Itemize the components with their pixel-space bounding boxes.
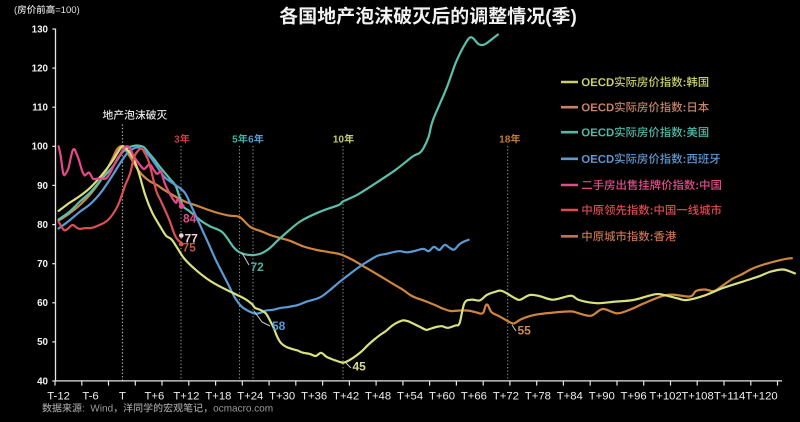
svg-text:77: 77	[185, 231, 199, 245]
svg-text:T+114: T+114	[714, 390, 746, 402]
svg-text:T-6: T-6	[82, 390, 98, 402]
svg-text:T+54: T+54	[397, 390, 423, 402]
svg-text:T+24: T+24	[237, 390, 263, 402]
svg-text:80: 80	[37, 220, 48, 231]
svg-text:120: 120	[32, 63, 49, 74]
svg-text:T+6: T+6	[145, 390, 165, 402]
svg-text:T+12: T+12	[173, 390, 199, 402]
svg-text:T+90: T+90	[589, 390, 615, 402]
svg-text:T+48: T+48	[365, 390, 391, 402]
svg-text:T+36: T+36	[301, 390, 327, 402]
svg-text:T+30: T+30	[269, 390, 295, 402]
svg-text:58: 58	[272, 319, 286, 333]
svg-text:70: 70	[37, 259, 48, 270]
svg-text:45: 45	[353, 359, 367, 373]
svg-text:50: 50	[37, 337, 48, 348]
svg-text:75: 75	[183, 241, 197, 255]
svg-text:110: 110	[32, 103, 48, 114]
svg-text:T+108: T+108	[681, 390, 713, 402]
svg-text:T-12: T-12	[47, 390, 70, 402]
svg-text:130: 130	[32, 24, 49, 35]
svg-text:55: 55	[518, 323, 532, 337]
svg-text:T+84: T+84	[557, 390, 583, 402]
svg-text:T+60: T+60	[429, 390, 455, 402]
svg-text:72: 72	[251, 260, 265, 274]
svg-text:90: 90	[37, 181, 48, 192]
svg-text:T+120: T+120	[745, 390, 777, 402]
svg-text:T+72: T+72	[493, 390, 519, 402]
svg-text:T+42: T+42	[333, 390, 359, 402]
svg-text:T+78: T+78	[525, 390, 551, 402]
svg-text:100: 100	[32, 142, 49, 153]
svg-text:40: 40	[37, 376, 48, 387]
svg-text:T+102: T+102	[649, 390, 681, 402]
svg-text:84: 84	[183, 212, 197, 226]
svg-text:T: T	[119, 390, 126, 402]
svg-text:60: 60	[37, 298, 48, 309]
svg-text:T+18: T+18	[205, 390, 231, 402]
svg-text:T+66: T+66	[461, 390, 487, 402]
svg-text:T+96: T+96	[621, 390, 647, 402]
